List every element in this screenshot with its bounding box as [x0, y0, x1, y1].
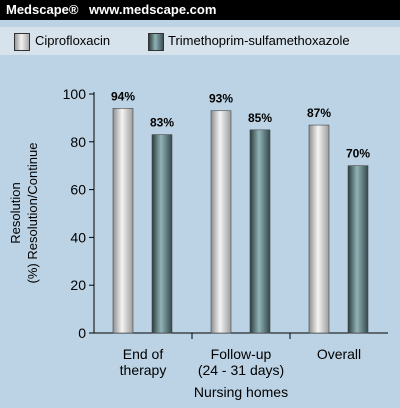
- data-label-ciprofloxacin-0: 94%: [111, 89, 135, 103]
- data-label-ciprofloxacin-2: 87%: [307, 106, 331, 120]
- bar-tmp-smx-0: [151, 134, 173, 334]
- y-axis-label-line-1: Resolution: [8, 182, 23, 243]
- y-tick-label-0: 0: [78, 325, 86, 341]
- plot-area: 0 20 40 60 80 100 Resolution (%) Resolution/Con…: [8, 86, 388, 400]
- x-tick-label-0-1: therapy: [120, 362, 167, 378]
- y-tick-label-60: 60: [70, 182, 86, 198]
- bar-tmp-smx-2: [347, 165, 369, 334]
- data-label-tmp-smx-0: 83%: [150, 116, 174, 130]
- bar-ciprofloxacin-2: [308, 124, 330, 334]
- chart-legend: Ciprofloxacin Trimethoprim-sulfamethoxaz…: [0, 27, 400, 55]
- y-tick-label-40: 40: [70, 229, 86, 245]
- data-label-tmp-smx-1: 85%: [248, 111, 272, 125]
- bar-ciprofloxacin-1: [210, 110, 232, 334]
- data-label-tmp-smx-2: 70%: [346, 147, 370, 161]
- bar-ciprofloxacin-0: [112, 108, 134, 334]
- legend-swatch-ciprofloxacin: [14, 33, 30, 51]
- brand-logo-text: Medscape®: [6, 2, 79, 17]
- legend-label-ciprofloxacin: Ciprofloxacin: [35, 33, 111, 48]
- x-tick-label-0-0: End of: [123, 346, 164, 362]
- legend-swatch-tmp-smx: [148, 33, 164, 51]
- x-tick-label-2-0: Overall: [317, 346, 361, 362]
- data-label-ciprofloxacin-1: 93%: [209, 92, 233, 106]
- x-axis-label: Nursing homes: [194, 384, 288, 400]
- y-tick-label-100: 100: [63, 86, 87, 102]
- bar-tmp-smx-1: [249, 129, 271, 334]
- x-tick-label-1-1: (24 - 31 days): [198, 362, 284, 378]
- header-bar: Medscape® www.medscape.com: [0, 0, 400, 20]
- legend-label-tmp-smx: Trimethoprim-sulfamethoxazole: [168, 33, 350, 48]
- site-url: www.medscape.com: [89, 2, 217, 17]
- y-axis-label-line-2: (%) Resolution/Continue: [25, 143, 40, 284]
- x-tick-label-1-0: Follow-up: [211, 346, 272, 362]
- y-tick-label-80: 80: [70, 134, 86, 150]
- y-tick-label-20: 20: [70, 277, 86, 293]
